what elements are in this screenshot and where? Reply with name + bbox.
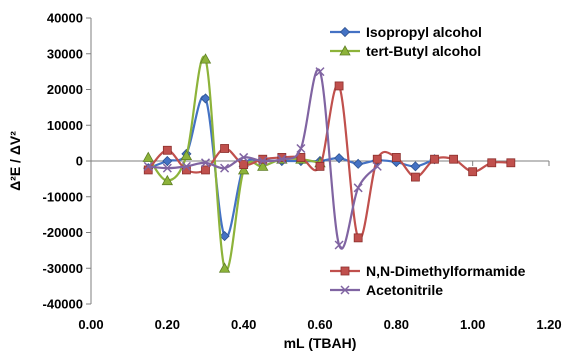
- series-3: [143, 67, 382, 250]
- marker-stroke: [372, 161, 382, 171]
- y-tick-label: -40000: [43, 297, 83, 312]
- data-point: [239, 152, 249, 162]
- legend-label: N,N-Dimethylformamide: [366, 263, 526, 279]
- data-point: [334, 153, 345, 164]
- data-point: [200, 93, 211, 104]
- data-point: [161, 174, 174, 186]
- x-tick-label: 0.20: [155, 317, 180, 332]
- legend-bottom-right: N,N-Dimethylformamide Acetonitrile: [330, 263, 526, 298]
- marker-stroke: [162, 163, 172, 173]
- marker-stroke: [340, 285, 350, 295]
- series-layer: [142, 53, 516, 273]
- data-point: [315, 161, 325, 171]
- x-tick-label: 0.00: [78, 317, 103, 332]
- data-point: [237, 164, 250, 175]
- data-point: [391, 153, 401, 162]
- data-point: [372, 161, 382, 171]
- marker-stroke: [239, 152, 249, 162]
- data-point: [449, 154, 458, 164]
- data-point: [296, 153, 306, 162]
- marker-stroke: [277, 154, 287, 164]
- data-point: [199, 53, 212, 64]
- marker-stroke: [334, 240, 344, 250]
- data-point: [142, 151, 154, 162]
- x-tick-label: 0.80: [384, 317, 409, 332]
- data-point: [218, 262, 231, 273]
- data-point: [353, 183, 363, 193]
- series-line: [147, 95, 435, 239]
- data-point: [315, 67, 325, 77]
- y-tick-label: 10000: [47, 118, 83, 133]
- y-tick-label: 40000: [47, 11, 83, 26]
- marker-stroke: [258, 156, 268, 166]
- x-axis-label: mL (TBAH): [284, 335, 357, 351]
- legend-marker: [339, 26, 351, 38]
- plot-area: 40000 30000 20000 10000 0 -10000 -20000 -30000 -…: [43, 11, 562, 333]
- legend-marker: [339, 45, 351, 56]
- data-point: [372, 154, 382, 164]
- y-axis-label: Δ²E / ΔV²: [7, 131, 23, 191]
- legend-top-right: Isopropyl alcohol tert-Butyl alcohol: [330, 24, 482, 59]
- marker-stroke: [353, 183, 363, 193]
- legend-item: Isopropyl alcohol: [330, 24, 482, 40]
- legend-item: Acetonitrile: [330, 282, 443, 298]
- data-point: [220, 163, 230, 173]
- data-point: [430, 154, 439, 164]
- data-point: [334, 240, 344, 250]
- legend-marker: [340, 285, 350, 295]
- data-point: [258, 156, 268, 166]
- data-point: [411, 172, 420, 182]
- data-point: [181, 161, 191, 171]
- x-tick-label: 1.00: [460, 317, 485, 332]
- marker-stroke: [315, 67, 325, 77]
- legend-label: Acetonitrile: [366, 282, 443, 298]
- data-point: [239, 160, 249, 169]
- data-point: [277, 153, 287, 162]
- x-tick-label: 0.60: [307, 317, 332, 332]
- data-point: [353, 158, 364, 169]
- marker-stroke: [220, 163, 230, 173]
- data-point: [220, 144, 229, 153]
- marker-stroke: [143, 161, 153, 171]
- y-tick-label: -20000: [43, 225, 83, 240]
- data-point: [468, 167, 478, 177]
- data-point: [143, 161, 153, 171]
- y-tick-label: 20000: [47, 82, 83, 97]
- marker-stroke: [296, 143, 306, 154]
- legend-item: N,N-Dimethylformamide: [330, 263, 526, 279]
- y-tick-label: 30000: [47, 46, 83, 61]
- data-point: [353, 233, 363, 243]
- y-tick-label: -30000: [43, 261, 83, 276]
- x-tick-label: 1.20: [536, 317, 561, 332]
- data-point: [277, 154, 287, 164]
- x-tick-label: 0.40: [231, 317, 256, 332]
- data-point: [200, 158, 211, 168]
- legend-marker: [340, 266, 350, 276]
- marker-stroke: [200, 158, 211, 168]
- legend-layer: Isopropyl alcohol tert-Butyl alcohol N,N-D…: [330, 24, 526, 298]
- data-point: [180, 149, 193, 161]
- legend-item: tert-Butyl alcohol: [330, 43, 481, 59]
- y-tick-label: -10000: [43, 189, 83, 204]
- legend-label: tert-Butyl alcohol: [366, 43, 481, 59]
- data-point: [487, 158, 497, 168]
- data-point: [257, 160, 269, 171]
- data-point: [334, 81, 344, 91]
- legend-label: Isopropyl alcohol: [366, 24, 482, 40]
- data-point: [162, 163, 172, 173]
- data-point: [219, 231, 230, 242]
- data-point: [201, 165, 210, 175]
- data-point: [506, 158, 516, 168]
- y-tick-label: 0: [76, 154, 83, 169]
- data-point: [162, 155, 173, 167]
- marker-stroke: [181, 161, 191, 171]
- data-point: [162, 145, 172, 155]
- data-point: [296, 143, 306, 154]
- data-point: [410, 161, 421, 172]
